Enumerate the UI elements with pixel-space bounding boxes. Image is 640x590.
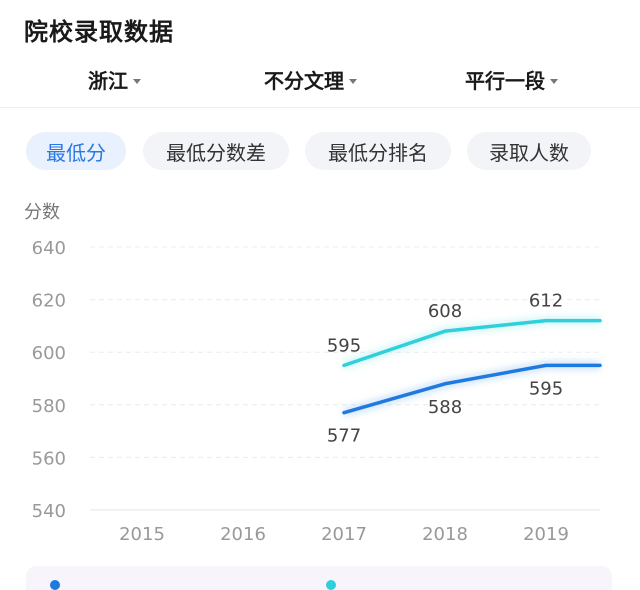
x-tick-label: 2017 xyxy=(321,524,367,545)
tab-min-score-diff-label: 最低分数差 xyxy=(166,140,266,165)
data-label: 588 xyxy=(428,397,462,418)
province-filter[interactable]: 浙江 xyxy=(88,64,141,94)
chevron-down-icon xyxy=(550,78,558,84)
legend-item-2 xyxy=(326,580,346,590)
legend-swatch-2 xyxy=(326,580,336,590)
tab-min-score[interactable]: 最低分 xyxy=(26,132,126,170)
data-label: 612 xyxy=(529,291,563,312)
batch-filter-label: 平行一段 xyxy=(465,68,545,93)
tab-admission-count[interactable]: 录取人数 xyxy=(467,132,591,170)
y-axis-label: 分数 xyxy=(24,202,60,223)
data-label: 595 xyxy=(529,378,563,399)
y-tick-label: 620 xyxy=(32,291,66,312)
y-tick-label: 640 xyxy=(32,238,66,259)
chevron-down-icon xyxy=(133,78,141,84)
data-label: 577 xyxy=(327,426,361,447)
y-tick-label: 600 xyxy=(32,343,66,364)
tab-min-score-label: 最低分 xyxy=(46,140,106,165)
tab-min-score-diff[interactable]: 最低分数差 xyxy=(143,132,289,170)
legend-swatch-1 xyxy=(50,580,60,590)
subject-filter[interactable]: 不分文理 xyxy=(264,64,357,94)
series-2-line xyxy=(342,363,602,415)
chart-legend xyxy=(26,566,612,590)
batch-filter[interactable]: 平行一段 xyxy=(465,64,558,94)
y-tick-label: 540 xyxy=(32,501,66,522)
x-tick-label: 2016 xyxy=(220,524,266,545)
tab-min-score-rank-label: 最低分排名 xyxy=(328,140,428,165)
legend-item-1 xyxy=(50,580,70,590)
data-label: 608 xyxy=(428,301,462,322)
page-title: 院校录取数据 xyxy=(24,18,174,46)
x-tick-label: 2019 xyxy=(523,524,569,545)
data-label: 595 xyxy=(327,335,361,356)
y-tick-label: 560 xyxy=(32,448,66,469)
series-1-line xyxy=(342,318,602,368)
x-tick-label: 2015 xyxy=(119,524,165,545)
chevron-down-icon xyxy=(349,78,357,84)
x-tick-label: 2018 xyxy=(422,524,468,545)
header-divider xyxy=(0,107,640,108)
province-filter-label: 浙江 xyxy=(88,68,128,93)
subject-filter-label: 不分文理 xyxy=(264,68,344,93)
tab-admission-count-label: 录取人数 xyxy=(489,140,569,165)
y-tick-label: 580 xyxy=(32,396,66,417)
tab-min-score-rank[interactable]: 最低分排名 xyxy=(305,132,451,170)
